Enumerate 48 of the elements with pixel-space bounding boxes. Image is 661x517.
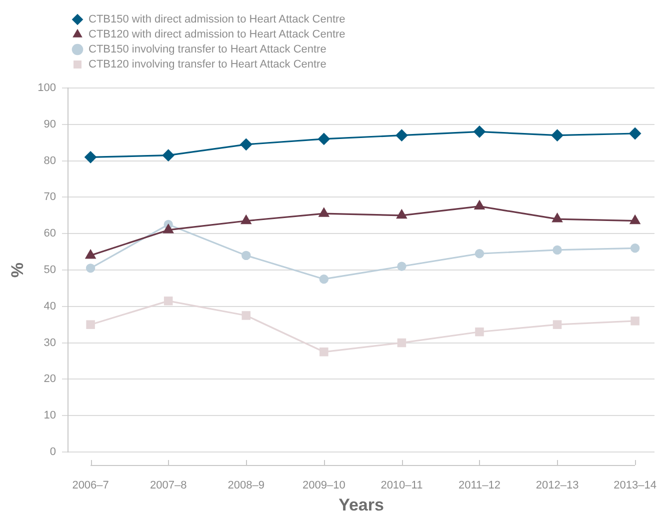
x-tick-label: 2011–12 [458,480,500,492]
point [318,132,330,146]
y-tick-label: 30 [44,336,56,349]
point [319,274,329,284]
legend-label: CTB150 involving transfer to Heart Attack Centre [88,44,326,56]
y-tick-label: 10 [44,410,56,422]
point [397,262,406,271]
point [551,129,564,142]
point [396,129,408,142]
point [242,250,251,260]
point [474,249,484,258]
x-tick-label: 2009–10 [302,480,346,492]
point [242,311,251,320]
legend-label: CTB150 with direct admission to Heart Attack Centre [88,14,346,26]
y-tick-label: 70 [44,191,56,204]
point [164,296,173,306]
y-tick-label: 90 [44,118,56,130]
legend-label: CTB120 with direct admission to Heart Attack Centre [88,28,346,41]
point [628,127,642,140]
point [84,150,97,164]
y-tick-label: 80 [44,154,56,167]
y-tick-label: 20 [44,373,56,386]
y-tick-label: 0 [50,446,56,458]
x-tick-label: 2012–13 [536,480,579,492]
point [630,244,640,253]
y-tick-label: 50 [44,264,56,276]
point [552,320,562,329]
point [630,316,640,326]
x-tick-label: 2006–7 [72,480,109,492]
legend-label: CTB120 involving transfer to Heart Attack Centre [88,58,326,71]
point [320,348,328,356]
point [162,149,175,162]
y-tick-label: 60 [44,228,56,240]
y-tick-label: 100 [38,82,56,94]
point [473,125,486,138]
x-axis-title: Years [338,495,384,514]
x-tick-label: 2007–8 [150,480,187,492]
x-tick-label: 2010–11 [380,480,423,492]
point [86,320,95,329]
y-axis-title: % [8,262,27,278]
x-tick-label: 2013–14 [614,480,656,492]
point [397,338,406,348]
point [86,264,96,273]
point [240,138,252,151]
point [475,327,484,336]
y-tick-label: 40 [44,300,56,312]
point [552,245,562,255]
x-tick-label: 2008–9 [228,480,264,492]
